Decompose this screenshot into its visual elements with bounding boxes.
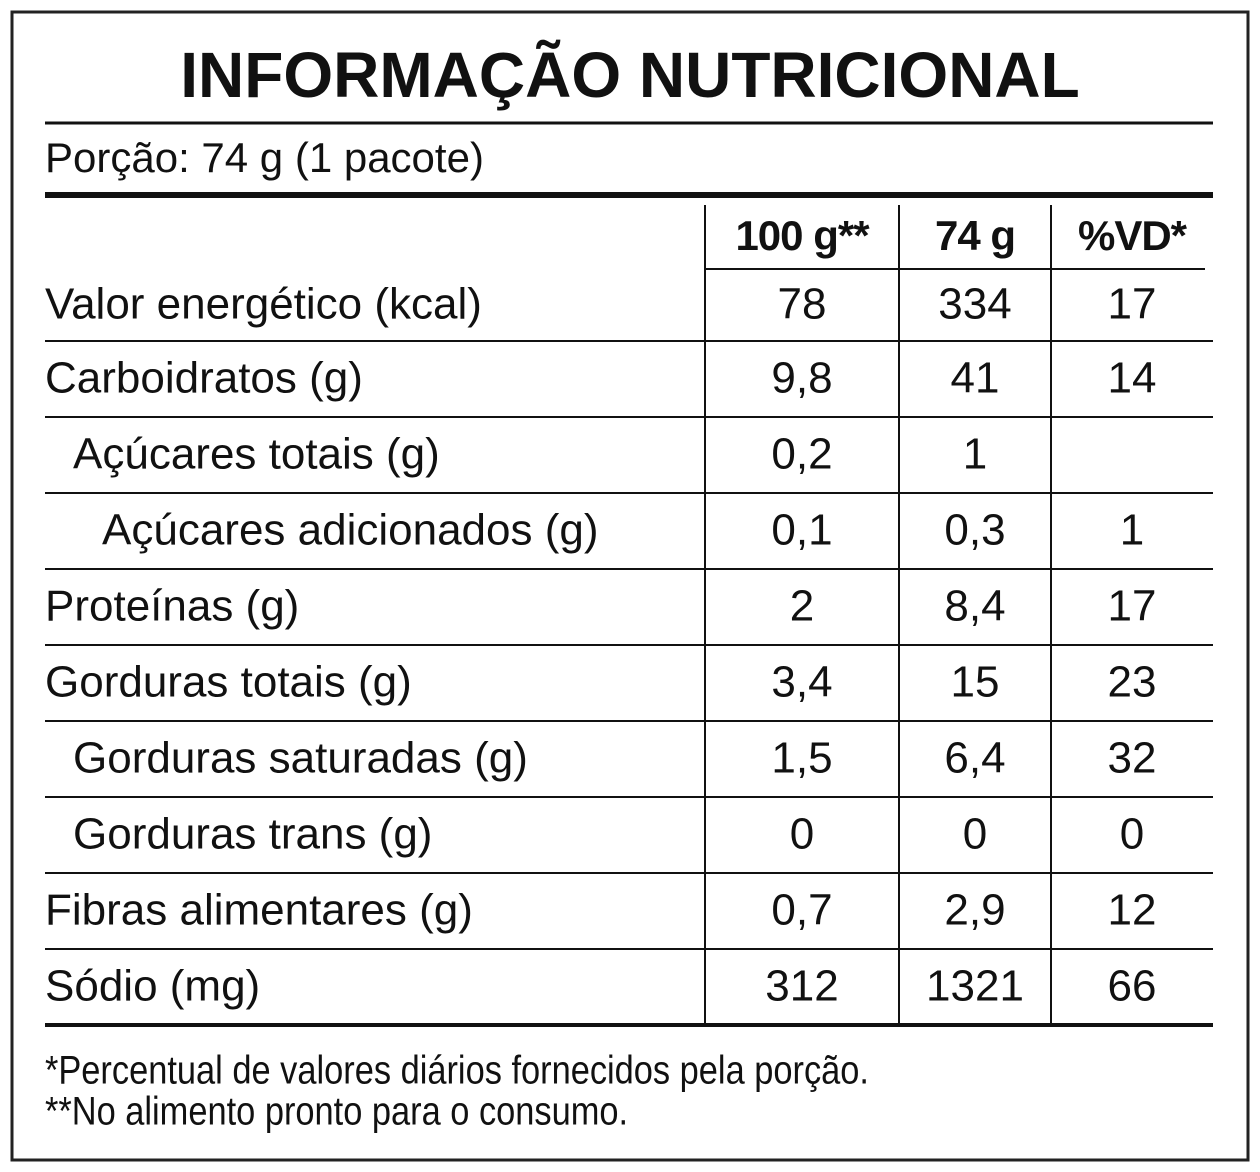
cell-value: 14 <box>1108 354 1157 403</box>
cell-value: 1 <box>1120 506 1144 555</box>
outer-border <box>10 10 1250 1162</box>
cell-value: 0 <box>1120 810 1144 859</box>
portion: Porção: 74 g (1 pacote) <box>45 134 484 181</box>
column-header: 74 g <box>935 212 1015 259</box>
cell-value: 0,3 <box>944 506 1005 555</box>
row-label: Valor energético (kcal) <box>45 280 482 329</box>
row-label: Gorduras saturadas (g) <box>73 734 528 783</box>
cell-value: 1 <box>963 430 987 479</box>
row-label: Gorduras trans (g) <box>73 810 432 859</box>
cell-value: 41 <box>951 354 1000 403</box>
footnote: *Percentual de valores diários fornecido… <box>45 1047 869 1092</box>
cell-value: 6,4 <box>944 734 1005 783</box>
cell-value: 9,8 <box>771 354 832 403</box>
title: INFORMAÇÃO NUTRICIONAL <box>180 39 1079 111</box>
cell-value: 1,5 <box>771 734 832 783</box>
row-label: Açúcares totais (g) <box>73 430 440 479</box>
row-label: Proteínas (g) <box>45 582 299 631</box>
cell-value: 2,9 <box>944 886 1005 935</box>
cell-value: 12 <box>1108 886 1157 935</box>
cell-value: 15 <box>951 658 1000 707</box>
cell-value: 334 <box>938 280 1011 329</box>
cell-value: 3,4 <box>771 658 832 707</box>
column-header: 100 g** <box>735 212 870 259</box>
cell-value: 0,7 <box>771 886 832 935</box>
row-label: Açúcares adicionados (g) <box>102 506 598 555</box>
cell-value: 78 <box>778 280 827 329</box>
cell-value: 0 <box>790 810 814 859</box>
cell-value: 8,4 <box>944 582 1005 631</box>
cell-value: 0 <box>963 810 987 859</box>
row-label: Fibras alimentares (g) <box>45 886 473 935</box>
cell-value: 0,2 <box>771 430 832 479</box>
cell-value: 17 <box>1108 280 1157 329</box>
column-header: %VD* <box>1078 212 1188 259</box>
cell-value: 32 <box>1108 734 1157 783</box>
row-label: Carboidratos (g) <box>45 354 363 403</box>
cell-value: 0,1 <box>771 506 832 555</box>
cell-value: 17 <box>1108 582 1157 631</box>
cell-value: 1321 <box>926 962 1024 1011</box>
footnote: **No alimento pronto para o consumo. <box>45 1088 628 1133</box>
row-label: Gorduras totais (g) <box>45 658 412 707</box>
cell-value: 2 <box>790 582 814 631</box>
cell-value: 312 <box>765 962 838 1011</box>
cell-value: 66 <box>1108 962 1157 1011</box>
row-label: Sódio (mg) <box>45 962 260 1011</box>
cell-value: 23 <box>1108 658 1157 707</box>
